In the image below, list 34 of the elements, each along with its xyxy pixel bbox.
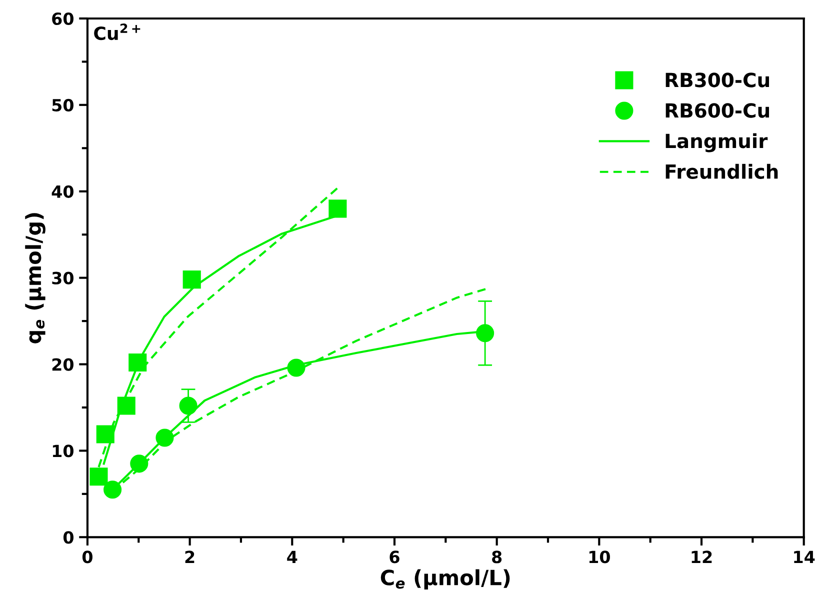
point	[156, 428, 174, 447]
legend-label: Langmuir	[666, 133, 768, 152]
point	[287, 358, 306, 377]
y-tick-label: 10	[52, 444, 74, 458]
x-tick-label: 2	[185, 550, 194, 564]
x-tick-label: 0	[82, 550, 92, 564]
point	[179, 396, 198, 415]
x-tick-label: 14	[794, 550, 815, 564]
annotation: Cu$^{2+}$	[94, 24, 140, 40]
x-axis-title: C$_{e}$ (µmol/L)	[380, 569, 510, 590]
point	[90, 468, 108, 486]
y-axis-title: q$_{e}$ (µmol/g)	[25, 213, 46, 344]
point	[328, 200, 347, 218]
point	[96, 425, 114, 444]
x-tick-label: 12	[692, 550, 712, 564]
point	[476, 324, 494, 342]
point	[117, 396, 136, 415]
y-tick-label: 0	[63, 531, 74, 544]
x-tick-label: 8	[492, 550, 502, 564]
legend-label: Freundlich	[666, 164, 778, 179]
y-tick-label: 20	[52, 358, 74, 371]
legend-label: RB300-Cu	[666, 72, 769, 88]
y-tick-label: 40	[52, 185, 74, 198]
legend-label: RB600-Cu	[666, 103, 769, 118]
y-tick-label: 60	[52, 12, 74, 26]
x-tick-label: 10	[589, 550, 610, 564]
point	[130, 454, 148, 473]
point	[182, 270, 201, 289]
point	[104, 480, 122, 499]
point	[128, 354, 147, 372]
y-tick-label: 50	[52, 98, 74, 112]
x-tick-label: 4	[287, 550, 298, 564]
y-tick-label: 30	[52, 272, 74, 284]
x-tick-label: 6	[390, 550, 400, 564]
